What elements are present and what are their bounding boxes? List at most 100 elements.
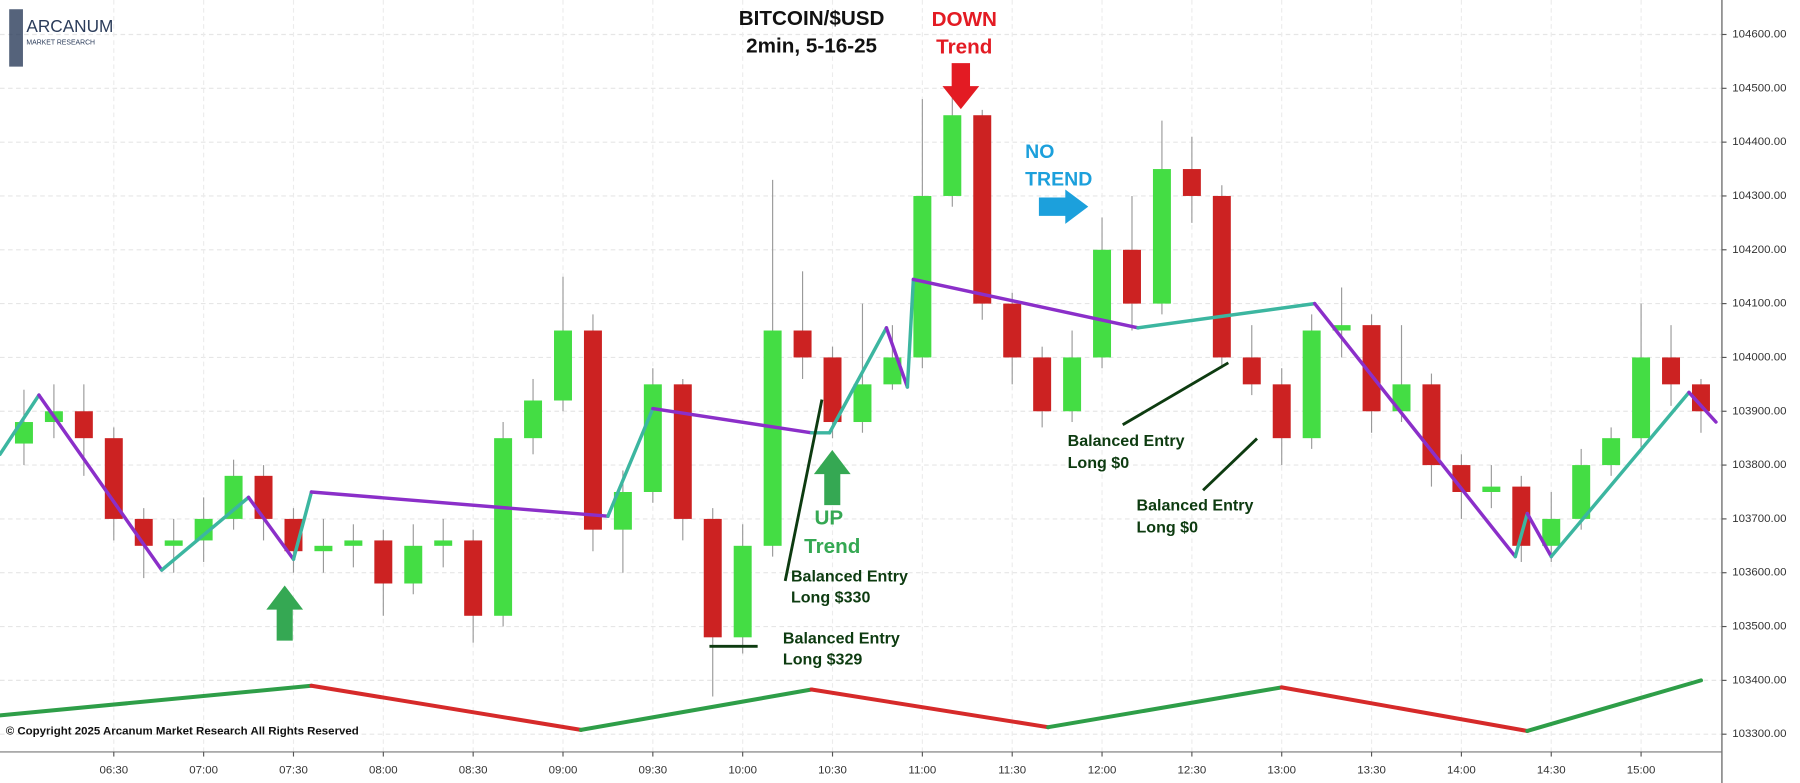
chart-subtitle: 2min, 5-16-25 xyxy=(746,35,877,58)
x-tick-label: 10:00 xyxy=(728,764,757,776)
trend-overlay xyxy=(0,678,1703,733)
candle-body xyxy=(793,330,812,358)
trend-line-segment xyxy=(309,683,583,732)
zigzag-segment xyxy=(309,490,610,518)
candle-body xyxy=(74,411,93,439)
candle-body xyxy=(673,384,692,519)
candle-body xyxy=(1542,518,1561,546)
candle-body xyxy=(1482,486,1501,492)
candle-body xyxy=(1152,169,1171,304)
y-tick-label: 104400.00 xyxy=(1732,136,1786,148)
logo-name: ARCANUM xyxy=(26,16,113,36)
candle-body xyxy=(1632,357,1651,439)
candle-body xyxy=(883,357,902,385)
x-tick-label: 12:00 xyxy=(1088,764,1117,776)
candle-body xyxy=(1123,249,1141,304)
x-tick-label: 12:30 xyxy=(1178,764,1207,776)
zigzag-segment xyxy=(159,495,251,572)
y-tick-label: 104200.00 xyxy=(1732,244,1786,256)
annotation: DOWN xyxy=(932,8,997,31)
annotation: NO xyxy=(1025,141,1054,163)
zigzag-segment xyxy=(606,406,655,518)
candle-body xyxy=(1093,249,1112,358)
zigzag-segment xyxy=(1136,301,1317,330)
zigzag-segment xyxy=(905,277,916,389)
x-tick-label: 08:00 xyxy=(369,764,398,776)
up-arrow xyxy=(266,585,304,641)
zigzag-segment xyxy=(291,490,314,561)
zigzag-segment xyxy=(1312,301,1518,559)
candle-body xyxy=(583,330,602,530)
candle-body xyxy=(194,518,213,541)
x-tick-label: 14:30 xyxy=(1537,764,1566,776)
y-tick-label: 104000.00 xyxy=(1732,351,1786,363)
annotation: Balanced Entry xyxy=(791,568,908,586)
x-tick-label: 13:30 xyxy=(1357,764,1386,776)
trend-line-segment xyxy=(578,687,814,732)
candle-body xyxy=(1362,325,1381,412)
candle-body xyxy=(1212,195,1231,358)
candle-body xyxy=(853,384,872,423)
leader-line xyxy=(1121,361,1230,427)
y-tick-label: 104100.00 xyxy=(1732,298,1786,310)
annotation: Balanced Entry xyxy=(1068,432,1185,450)
candle-body xyxy=(1063,357,1082,412)
annotation: Long $330 xyxy=(791,588,871,606)
annotation: Balanced Entry xyxy=(783,630,900,648)
x-tick-label: 08:30 xyxy=(459,764,488,776)
leader-line xyxy=(1202,437,1259,492)
candle-body xyxy=(464,540,483,616)
zigzag-segment xyxy=(1513,511,1530,559)
candle-body xyxy=(374,540,393,584)
candle-body xyxy=(943,115,962,196)
zigzag-segment xyxy=(651,406,814,435)
zigzag-overlay xyxy=(0,277,1718,572)
candle-body xyxy=(733,545,752,638)
candle-body xyxy=(254,475,273,519)
candle-body xyxy=(913,195,932,358)
zigzag-segment xyxy=(0,393,41,457)
candle-body xyxy=(224,475,243,519)
candle-body xyxy=(1512,486,1531,546)
annotation: TREND xyxy=(1025,168,1092,190)
x-tick-label: 13:00 xyxy=(1267,764,1296,776)
zigzag-segment xyxy=(827,326,889,435)
zigzag-segment xyxy=(884,326,910,389)
x-tick-label: 11:00 xyxy=(908,764,936,776)
candle-body xyxy=(164,540,183,546)
x-tick-label: 07:00 xyxy=(189,764,218,776)
candle-body xyxy=(1392,384,1411,412)
y-tick-label: 103500.00 xyxy=(1732,621,1786,633)
x-tick-label: 15:00 xyxy=(1627,764,1656,776)
x-tick-label: 14:00 xyxy=(1447,764,1476,776)
trend-line-segment xyxy=(1525,678,1703,733)
annotation: Long $0 xyxy=(1068,454,1130,472)
y-tick-label: 104600.00 xyxy=(1732,29,1786,41)
annotation: Trend xyxy=(804,535,860,558)
candle-body xyxy=(1332,325,1351,331)
copyright: © Copyright 2025 Arcanum Market Research… xyxy=(6,725,359,737)
x-tick-label: 10:30 xyxy=(818,764,847,776)
candle-body xyxy=(613,491,632,530)
candle-body xyxy=(494,438,513,616)
candle-body xyxy=(434,540,453,546)
candle-body xyxy=(823,357,842,423)
annotation: UP xyxy=(814,506,843,529)
candles xyxy=(14,88,1710,697)
candle-body xyxy=(1242,357,1261,385)
annotation: Trend xyxy=(936,36,992,59)
axes: 103300.00 103400.00 103500.00 103600.00 1037… xyxy=(99,29,1786,777)
y-tick-label: 103900.00 xyxy=(1732,405,1786,417)
candle-body xyxy=(1572,465,1591,519)
candle-body xyxy=(524,400,543,439)
up-arrow xyxy=(813,450,851,506)
candle-body xyxy=(404,545,423,584)
annotation: Balanced Entry xyxy=(1136,497,1253,515)
chart-title: BITCOIN/$USD xyxy=(739,7,885,30)
x-tick-label: 09:00 xyxy=(549,764,578,776)
trend-line-segment xyxy=(0,683,314,718)
logo-icon xyxy=(9,9,23,67)
x-tick-label: 06:30 xyxy=(99,764,128,776)
logo: ARCANUM MARKET RESEARCH xyxy=(9,9,113,67)
